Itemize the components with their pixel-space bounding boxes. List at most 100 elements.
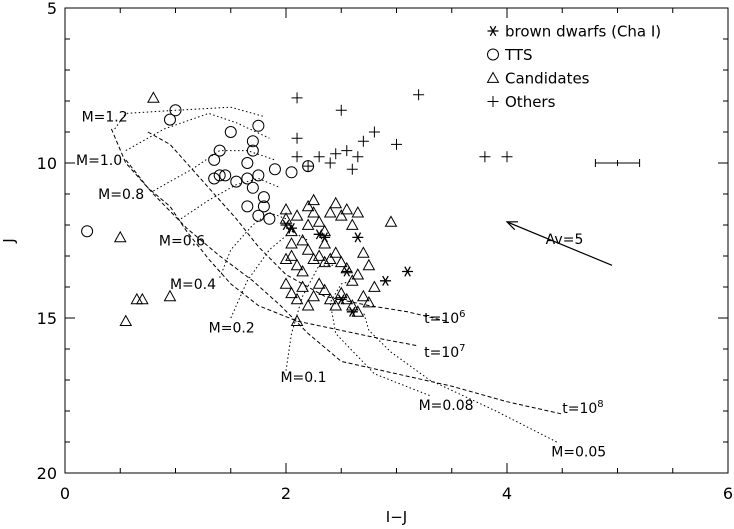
point-triangle <box>334 286 348 299</box>
point-plus <box>302 160 314 172</box>
mass-label: M=0.08 <box>419 398 474 414</box>
point-asterisk <box>346 306 358 317</box>
point-triangle <box>345 299 359 311</box>
isochrone-label-exponent: 6 <box>459 309 465 320</box>
point-triangle <box>345 218 359 230</box>
point-triangle <box>301 218 315 230</box>
point-circle <box>257 200 270 213</box>
point-circle <box>230 175 243 188</box>
annotation-labels: M=1.2 M=1.0 M=0.8 M=0.6 M=0.4 M=0.2 M=0.1 M=0.0… <box>76 110 641 460</box>
legend-label: Others <box>505 93 556 111</box>
point-triangle <box>323 292 337 305</box>
point-triangle <box>290 314 304 326</box>
point-triangle <box>296 233 309 246</box>
isochrone-0 <box>147 131 447 322</box>
y-axis-label: J <box>0 238 18 243</box>
point-triangle <box>362 258 376 271</box>
track-m-0-8 <box>153 150 276 192</box>
point-triangle <box>130 292 144 305</box>
point-triangle <box>312 277 326 289</box>
mass-label: M=0.2 <box>209 320 255 336</box>
point-triangle <box>307 252 320 264</box>
point-triangle <box>301 243 315 255</box>
point-circle <box>81 225 94 238</box>
point-triangle <box>312 249 326 261</box>
isochrone-label: t=107 <box>424 343 465 361</box>
point-circle <box>252 119 265 132</box>
point-triangle <box>290 292 304 305</box>
point-triangle <box>285 224 298 237</box>
y-tick-label: 5 <box>47 0 57 18</box>
point-triangle <box>301 299 315 311</box>
point-circle <box>208 172 221 185</box>
point-triangle <box>340 202 354 215</box>
x-tick-label: 0 <box>60 484 70 503</box>
point-circle <box>213 169 226 182</box>
point-triangle <box>384 215 398 227</box>
y-tick-label: 10 <box>37 154 57 173</box>
track-m-0-2 <box>230 230 309 319</box>
point-triangle <box>301 199 315 212</box>
point-plus <box>313 151 325 163</box>
legend-label: brown dwarfs (Cha I) <box>505 23 661 41</box>
legend-label: TTS <box>504 46 533 64</box>
point-asterisk <box>341 266 353 277</box>
extinction-vector-head <box>505 221 519 231</box>
point-asterisk <box>335 294 347 305</box>
point-plus <box>346 163 358 175</box>
point-triangle <box>318 283 332 295</box>
point-triangle <box>329 196 343 209</box>
legend-marker-circle <box>487 48 499 61</box>
isochrone-label-exponent: 8 <box>597 399 603 410</box>
mass-label: M=1.0 <box>76 153 122 169</box>
isochrone-label: t=106 <box>424 309 465 327</box>
point-triangle <box>279 277 293 289</box>
point-triangle <box>279 212 293 224</box>
legend-marker-triangle <box>486 71 500 83</box>
track-m-0-05 <box>362 311 557 443</box>
point-plus <box>479 151 491 163</box>
point-triangle <box>307 206 320 218</box>
point-plus <box>330 148 342 160</box>
point-triangle <box>119 314 133 326</box>
point-triangle <box>323 252 337 264</box>
point-triangle <box>279 252 293 264</box>
y-tick-label: 15 <box>37 309 57 328</box>
point-circle <box>246 135 259 148</box>
mass-label: M=0.4 <box>170 277 216 293</box>
track-m-0-08 <box>329 280 430 396</box>
point-circle <box>252 209 265 222</box>
point-triangle <box>323 206 337 218</box>
point-triangle <box>290 209 304 221</box>
point-asterisk <box>286 222 298 234</box>
point-plus <box>324 157 336 169</box>
point-triangle <box>296 280 309 292</box>
point-triangle <box>340 292 354 305</box>
point-circle <box>252 169 265 182</box>
point-plus <box>357 135 369 147</box>
point-triangle <box>307 193 320 206</box>
point-triangle <box>318 237 332 249</box>
track-m-1-0 <box>125 112 270 152</box>
point-triangle <box>318 255 332 268</box>
point-triangle <box>307 289 320 302</box>
mass-label: M=0.05 <box>551 444 606 460</box>
point-triangle <box>290 258 304 271</box>
point-plus <box>391 138 402 150</box>
point-triangle <box>357 246 370 258</box>
extinction-vector-line <box>506 221 613 266</box>
point-triangle <box>351 268 365 280</box>
point-circle <box>208 153 221 166</box>
point-plus <box>352 151 364 163</box>
point-circle <box>268 163 281 176</box>
point-circle <box>241 172 254 185</box>
point-plus <box>368 126 380 138</box>
mass-label: M=0.6 <box>159 234 205 250</box>
isochrone-label: t=108 <box>562 399 603 417</box>
point-triangle <box>285 249 298 261</box>
point-triangle <box>318 224 332 237</box>
point-triangle <box>357 289 370 302</box>
track-m-0-4 <box>219 212 287 278</box>
point-circle <box>241 157 254 169</box>
